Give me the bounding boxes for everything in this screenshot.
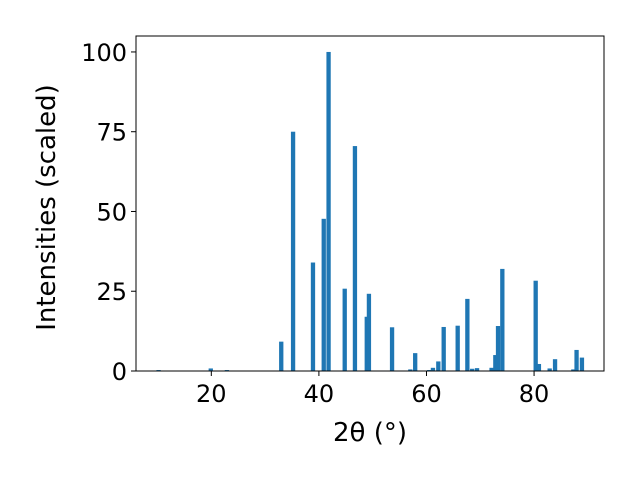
- x-axis-ticks: 20 40 60 80: [196, 371, 549, 408]
- bar: [342, 288, 347, 371]
- y-axis-label: Intensities (scaled): [32, 84, 62, 331]
- bar: [455, 325, 460, 371]
- bar: [413, 353, 418, 371]
- bar: [574, 349, 579, 371]
- bar: [436, 361, 441, 371]
- bar: [326, 51, 331, 371]
- bar: [208, 368, 213, 371]
- y-tick-label: 25: [96, 278, 127, 306]
- bar: [493, 355, 498, 371]
- y-tick-label: 0: [112, 358, 127, 386]
- bar: [536, 363, 542, 371]
- bar: [552, 359, 558, 371]
- bar: [489, 367, 494, 371]
- x-tick-label: 40: [304, 380, 335, 408]
- y-axis-ticks: 0 25 50 75 100: [81, 39, 136, 386]
- bar: [500, 268, 505, 371]
- bar: [279, 341, 284, 371]
- bar: [441, 326, 446, 371]
- bar: [571, 369, 576, 371]
- bar: [408, 369, 413, 371]
- bar: [547, 368, 552, 371]
- y-tick-label: 50: [96, 198, 127, 226]
- bar: [366, 293, 372, 371]
- x-tick-label: 80: [519, 380, 550, 408]
- bar: [352, 146, 358, 371]
- bar: [430, 367, 436, 371]
- y-tick-label: 100: [81, 39, 127, 67]
- bar: [533, 280, 538, 371]
- bars-group: [156, 51, 585, 371]
- bar: [389, 327, 395, 371]
- bar: [310, 262, 316, 371]
- bar: [474, 368, 480, 371]
- axes-frame: [135, 35, 605, 372]
- bar: [495, 326, 501, 371]
- x-tick-label: 60: [411, 380, 442, 408]
- bar: [465, 298, 470, 371]
- bar: [470, 368, 475, 371]
- x-axis-label: 2θ (°): [333, 418, 407, 448]
- x-tick-label: 20: [196, 380, 227, 408]
- bar: [579, 357, 585, 371]
- bar: [290, 131, 296, 371]
- bar: [321, 218, 326, 371]
- y-tick-label: 75: [96, 119, 127, 147]
